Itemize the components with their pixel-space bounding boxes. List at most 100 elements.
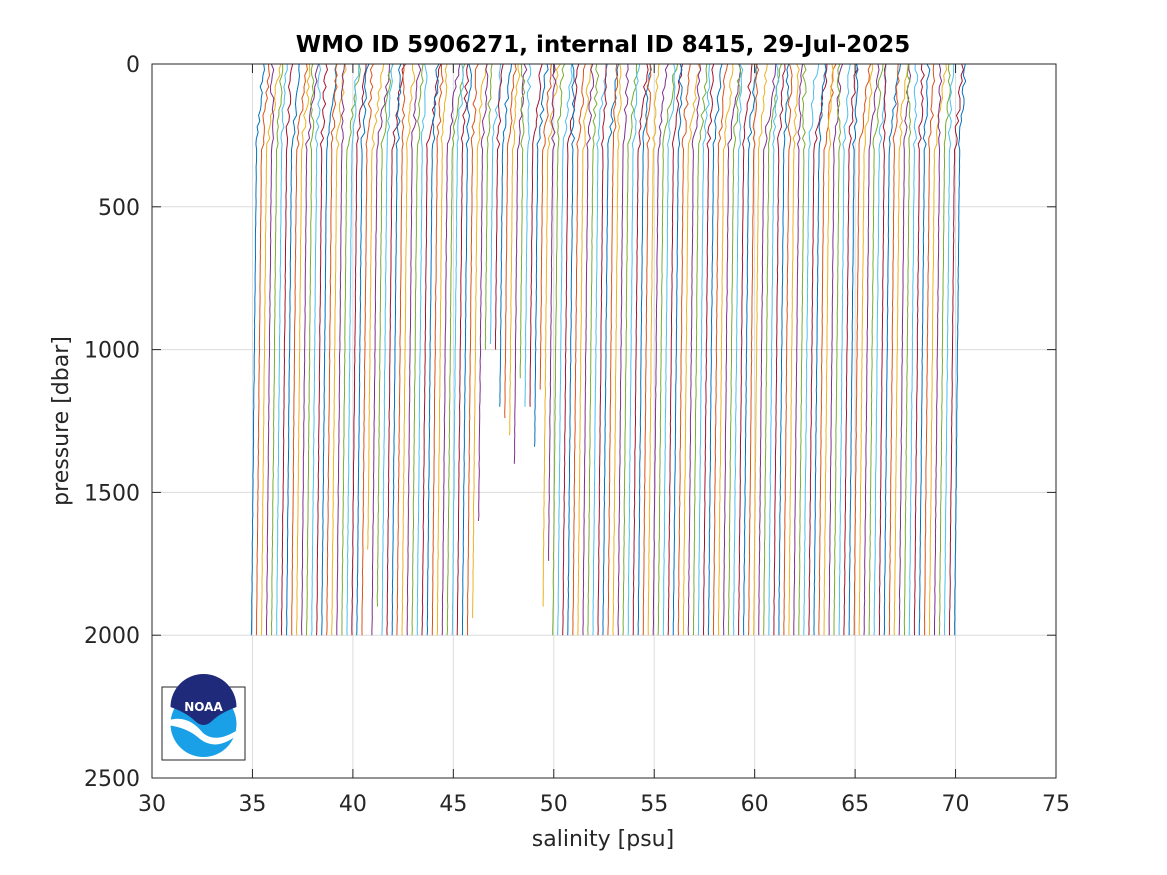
profile-line [286, 63, 301, 636]
profile-line [808, 63, 828, 636]
profile-line [788, 63, 800, 636]
profile-line [748, 63, 760, 636]
profile-line [702, 63, 715, 636]
profile-line [331, 63, 347, 636]
profile-line [898, 63, 912, 636]
profile-line [582, 63, 595, 636]
profile-line [758, 63, 777, 636]
profile-line [351, 63, 367, 636]
profile-line [311, 63, 322, 636]
x-tick-label: 60 [741, 792, 769, 817]
profile-line [451, 63, 465, 636]
profile-line [813, 63, 827, 636]
profile-line [572, 63, 586, 636]
profile-line [276, 63, 288, 636]
x-tick-label: 45 [439, 792, 467, 817]
profile-line [622, 63, 638, 636]
profile-line [727, 63, 742, 636]
profile-line [878, 63, 887, 636]
profile-lines [250, 63, 967, 636]
profile-line [918, 63, 931, 636]
y-tick-label: 1000 [84, 339, 140, 364]
profile-line [361, 63, 374, 636]
profile-line [456, 63, 470, 636]
plot-area [152, 64, 1056, 778]
profile-line [396, 63, 406, 636]
profile-line [326, 63, 338, 636]
profile-line [376, 63, 394, 607]
profile-line [336, 63, 345, 636]
y-axis-label: pressure [dbar] [49, 336, 74, 506]
y-tick-label: 2500 [84, 767, 140, 792]
chart-title: WMO ID 5906271, internal ID 8415, 29-Jul… [296, 32, 911, 58]
profile-line [828, 63, 844, 636]
profile-line [436, 63, 448, 636]
profile-line [321, 63, 338, 636]
profile-line [513, 63, 528, 464]
noaa-logo: NOAA [161, 674, 246, 761]
profile-line [712, 63, 729, 636]
x-tick-labels: 30 35 40 45 50 55 60 65 70 75 [138, 792, 1070, 817]
profile-line [597, 63, 607, 636]
profile-line [260, 63, 282, 636]
profile-line [662, 63, 676, 636]
profile-line [552, 63, 566, 636]
profile-line [908, 63, 919, 636]
profile-line [863, 63, 880, 636]
profile-line [768, 63, 780, 636]
profile-line [783, 63, 793, 636]
profile-line [672, 63, 683, 636]
profile-line [316, 63, 329, 636]
profile-line [489, 63, 502, 344]
profile-line [577, 63, 592, 636]
profile-line [467, 63, 479, 636]
profile-line [948, 63, 964, 636]
profile-line [356, 63, 370, 636]
profile-line [943, 63, 955, 636]
profile-line [893, 63, 909, 636]
profile-line [426, 63, 440, 636]
profile-line [266, 63, 275, 636]
x-tick-label: 30 [138, 792, 166, 817]
profile-line [416, 63, 428, 636]
profile-line [255, 63, 271, 636]
profile-line [567, 63, 576, 636]
x-tick-label: 55 [640, 792, 668, 817]
profile-line [883, 63, 901, 636]
profile-line [793, 63, 803, 636]
profile-line [411, 63, 424, 636]
x-tick-label: 50 [540, 792, 568, 817]
profile-line [803, 63, 820, 636]
profile-line [519, 63, 526, 379]
logo-navy-cap [170, 674, 237, 725]
profile-line [763, 63, 782, 636]
profile-line [446, 63, 466, 636]
profile-line [682, 63, 702, 636]
profile-line [627, 63, 641, 636]
profile-line [642, 63, 652, 636]
profile-line [509, 63, 521, 436]
profile-line [934, 63, 943, 636]
profile-line [592, 63, 609, 636]
profile-line [903, 63, 912, 636]
profile-line [534, 63, 549, 447]
profile-line [306, 63, 315, 636]
profile-line [270, 63, 284, 636]
profile-line [441, 63, 461, 636]
profile-line [371, 63, 390, 636]
profile-line [295, 63, 311, 636]
profile-line [677, 63, 691, 636]
profile-line [548, 63, 557, 561]
profile-line [838, 63, 851, 636]
profile-line [928, 63, 948, 636]
x-tick-label: 70 [942, 792, 970, 817]
y-tick-label: 2000 [84, 624, 140, 649]
y-tick-labels: 0 500 1000 1500 2000 2500 [84, 53, 140, 792]
y-tick-label: 0 [126, 53, 140, 78]
profile-line [873, 63, 887, 636]
profile-line [954, 63, 967, 636]
profile-line [472, 63, 488, 619]
profile-line [738, 63, 753, 636]
y-tick-label: 500 [98, 196, 140, 221]
profile-line [717, 63, 734, 636]
